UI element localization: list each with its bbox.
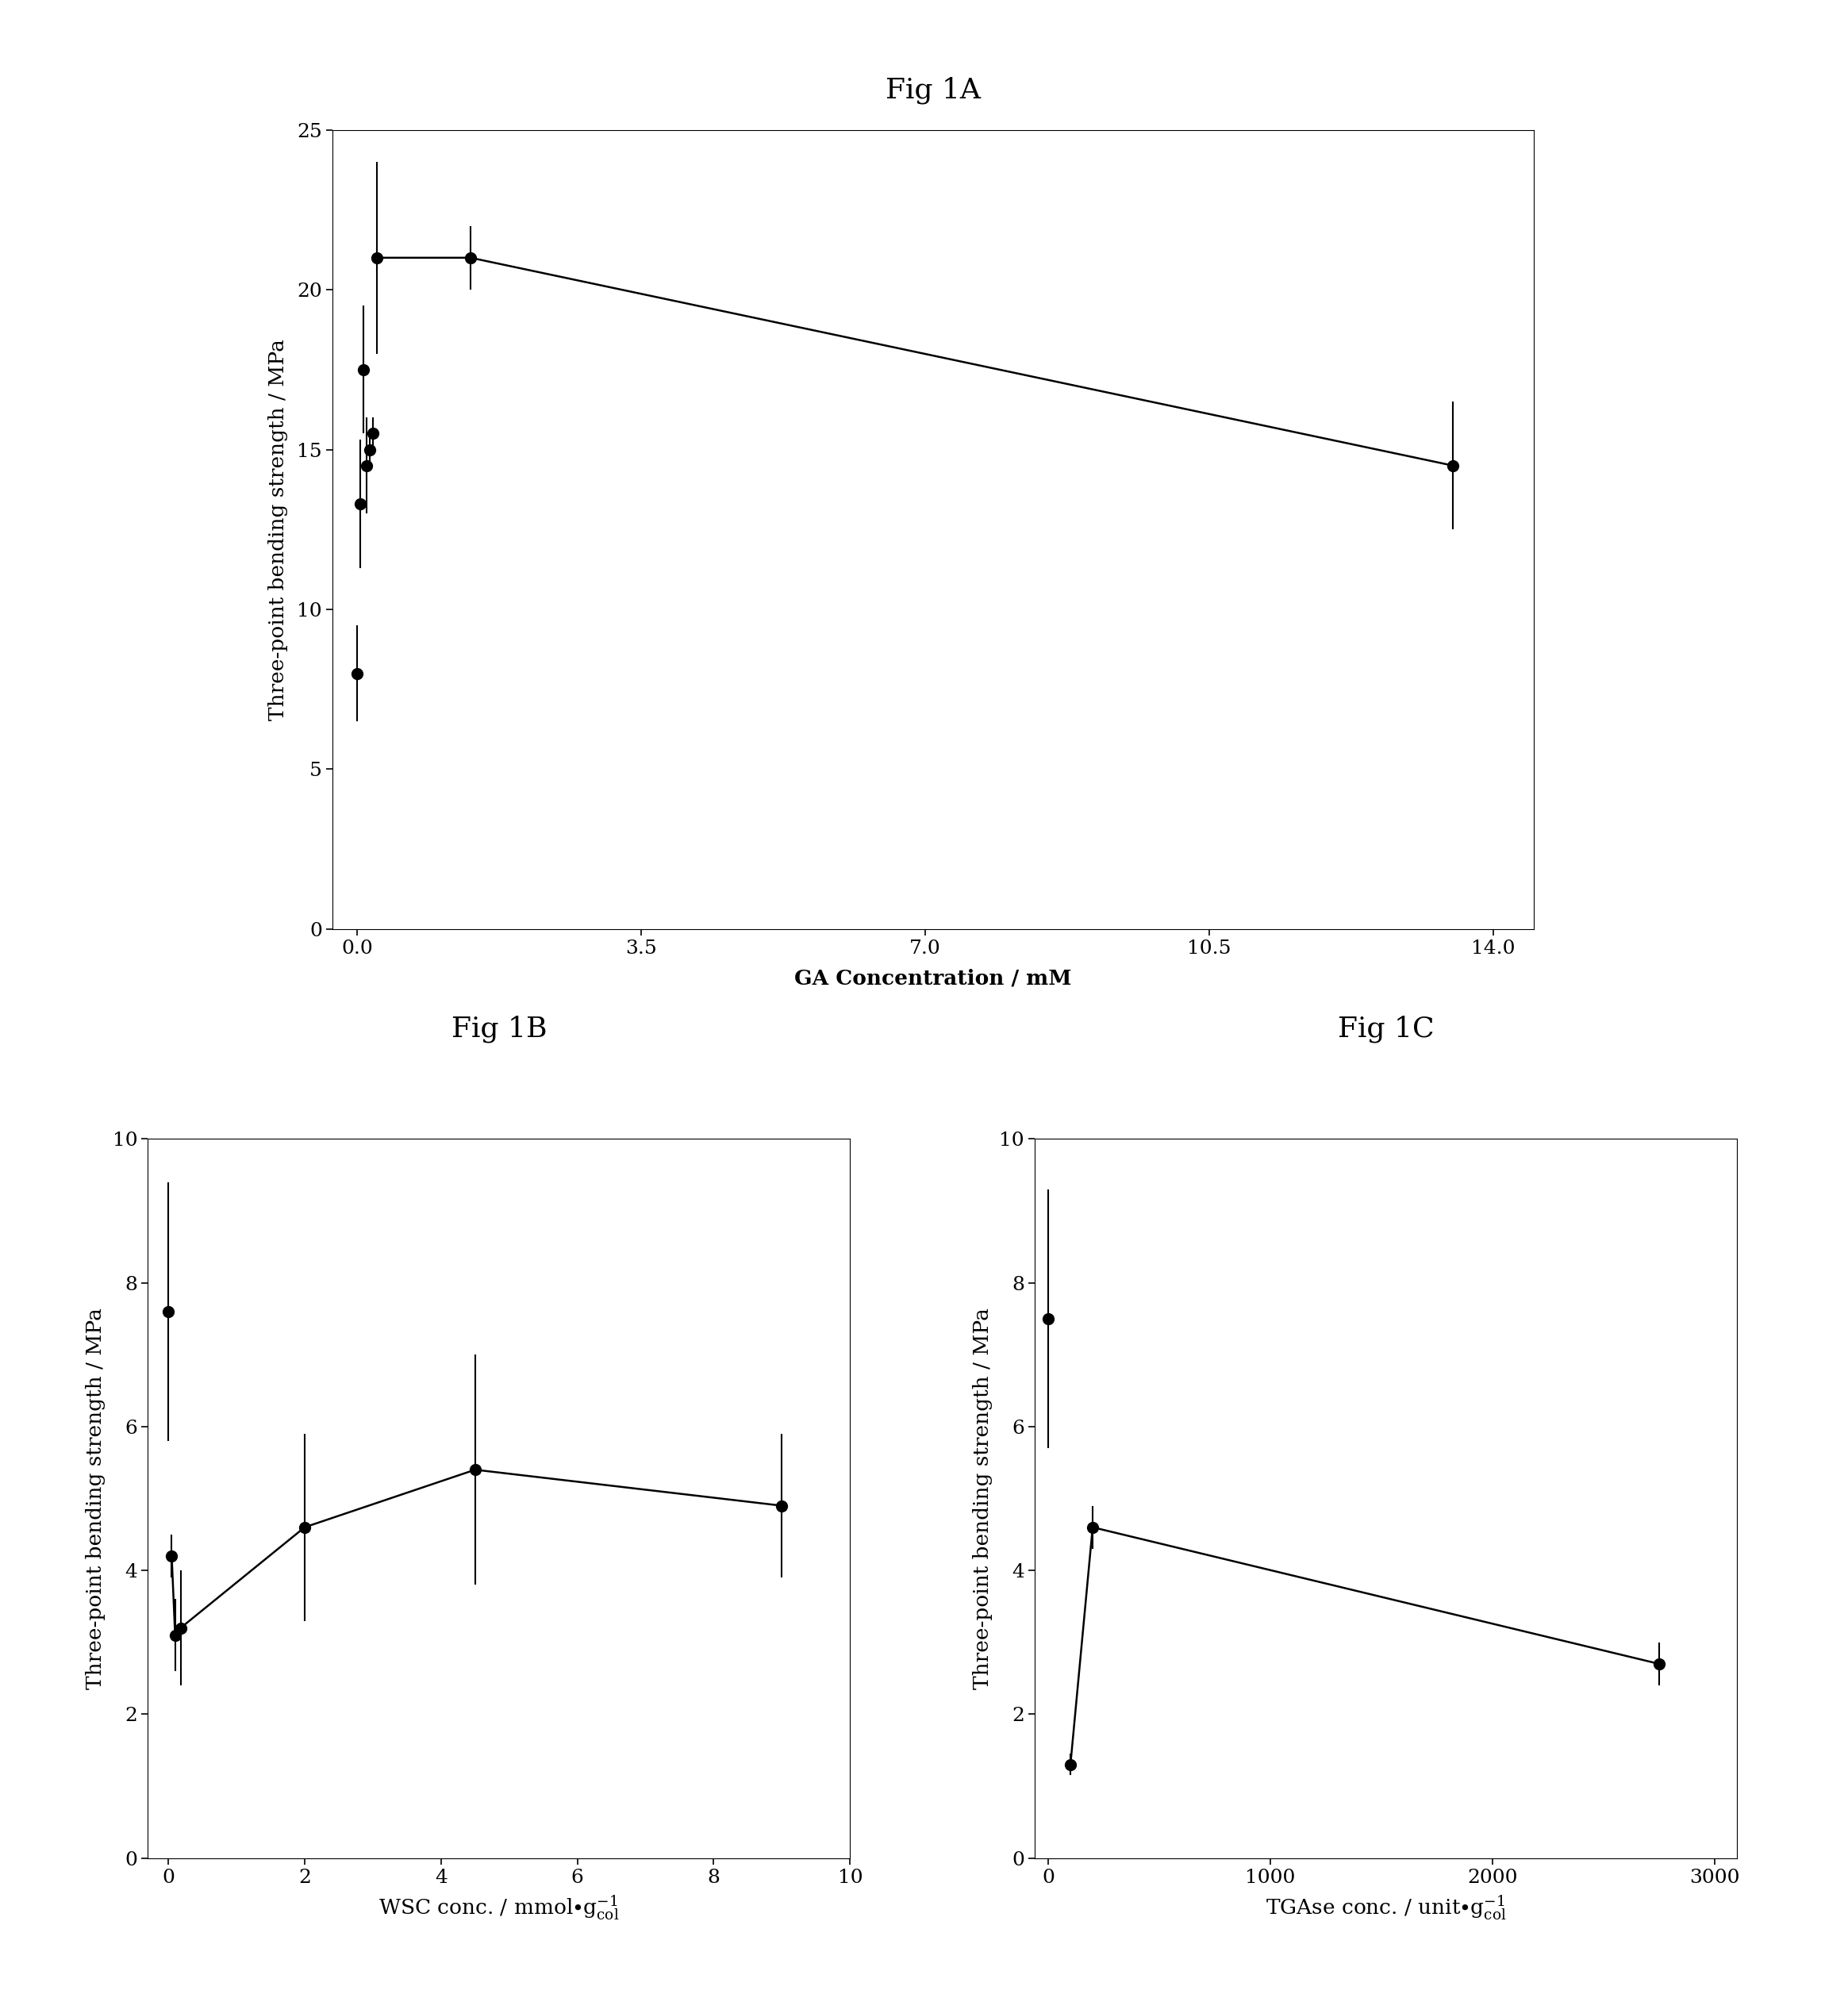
X-axis label: WSC conc. / mmol$\bullet$g$_{\rm col}^{-1}$: WSC conc. / mmol$\bullet$g$_{\rm col}^{-… [379,1894,619,1922]
Y-axis label: Three-point bending strength / MPa: Three-point bending strength / MPa [85,1309,105,1688]
Y-axis label: Three-point bending strength / MPa: Three-point bending strength / MPa [972,1309,992,1688]
Y-axis label: Three-point bending strength / MPa: Three-point bending strength / MPa [268,340,288,719]
Text: Fig 1B: Fig 1B [451,1015,547,1043]
Text: Fig 1C: Fig 1C [1338,1015,1434,1043]
X-axis label: TGAse conc. / unit$\bullet$g$_{\rm col}^{-1}$: TGAse conc. / unit$\bullet$g$_{\rm col}^… [1266,1894,1506,1922]
Text: Fig 1A: Fig 1A [885,76,981,104]
X-axis label: GA Concentration / mM: GA Concentration / mM [795,969,1072,989]
